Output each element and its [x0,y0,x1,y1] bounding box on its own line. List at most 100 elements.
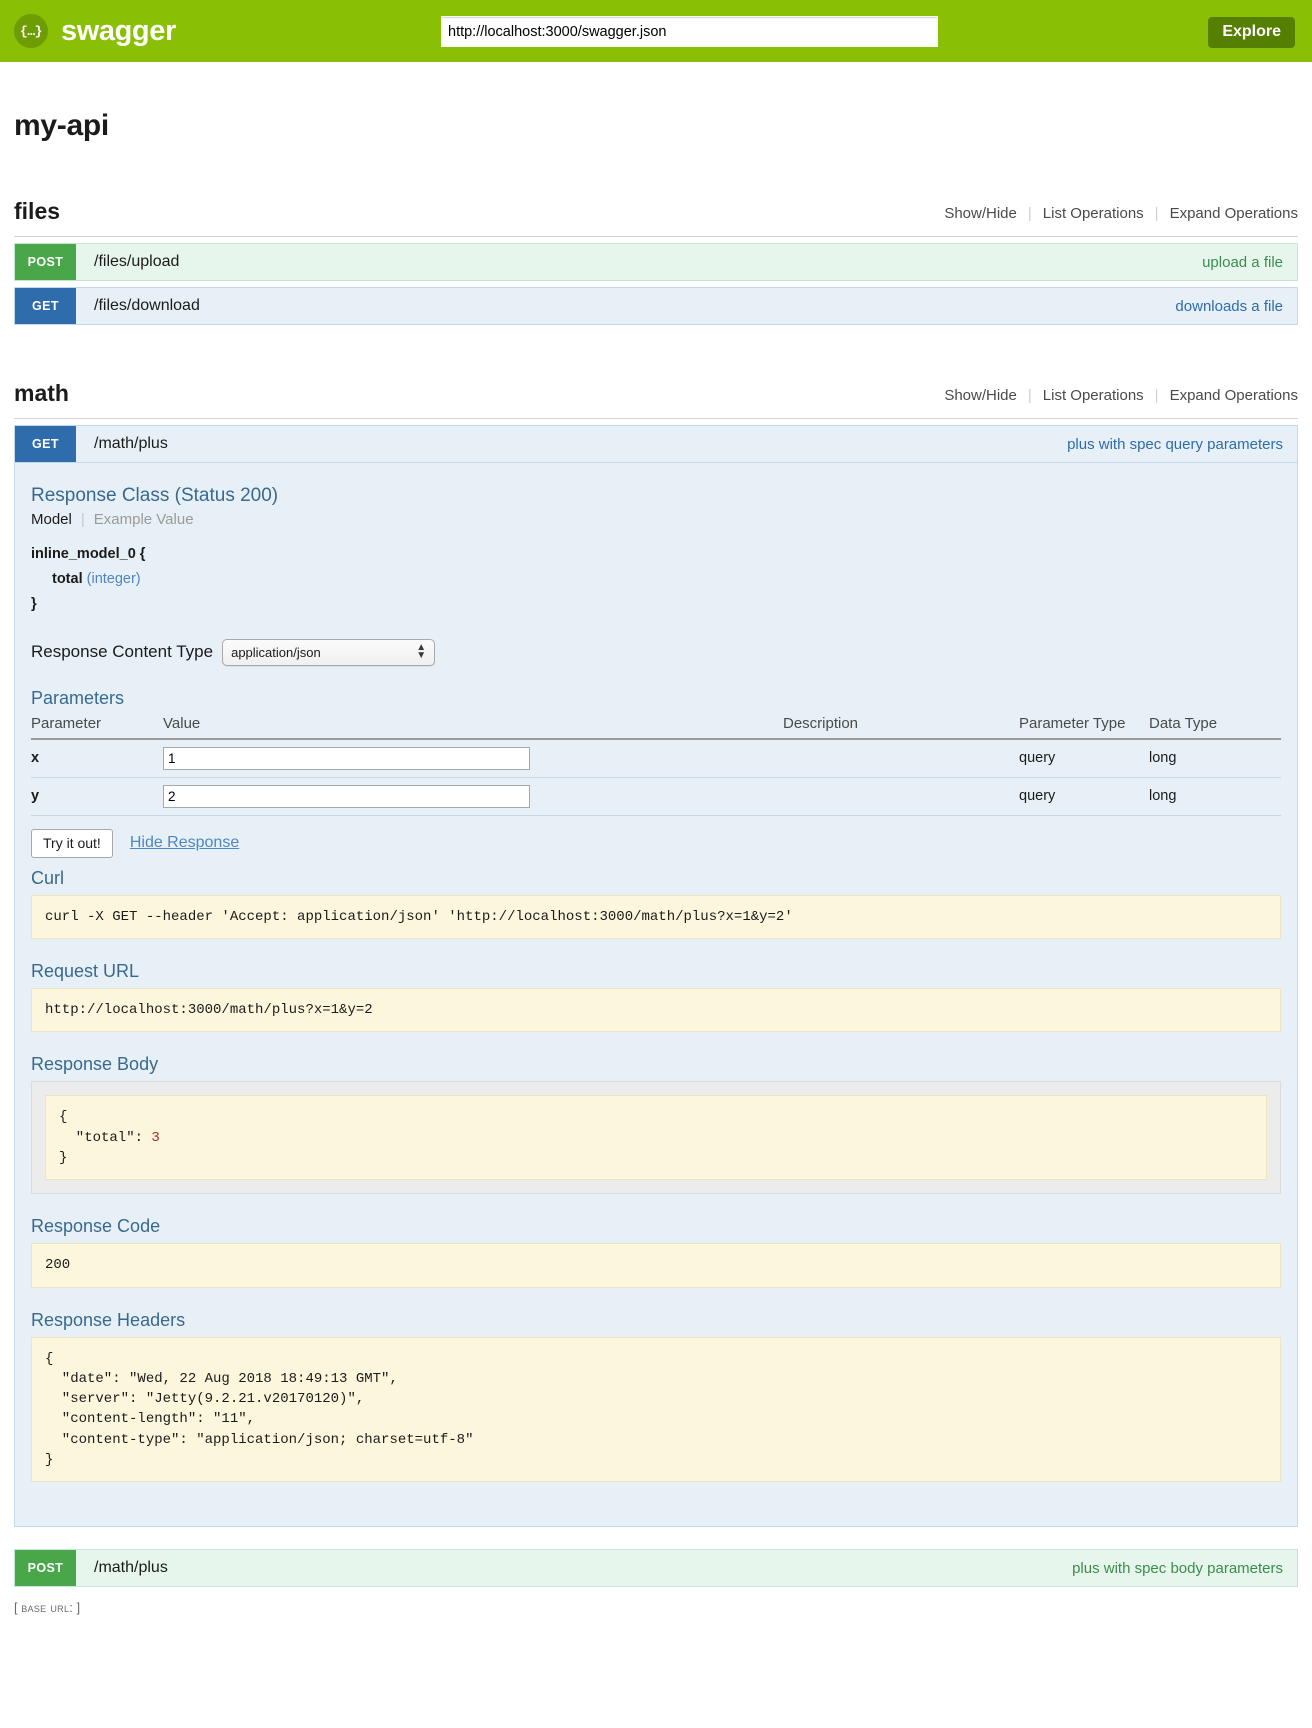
param-data-type-x: long [1149,738,1281,778]
footer-colon: : [69,1600,73,1616]
parameters-table: Parameter Value Description Parameter Ty… [31,712,1281,816]
expand-operations-link-math[interactable]: Expand Operations [1169,387,1298,404]
operation-summary[interactable]: plus with spec query parameters [1067,435,1283,453]
list-operations-link-math[interactable]: List Operations [1042,387,1144,404]
footer-close-bracket: ] [76,1600,81,1616]
tab-example-value[interactable]: Example Value [93,511,194,528]
table-row: x query long [31,738,1281,778]
response-headers-value: { "date": "Wed, 22 Aug 2018 18:49:13 GMT… [31,1336,1281,1483]
table-header-row: Parameter Value Description Parameter Ty… [31,712,1281,740]
column-header-value: Value [163,712,783,740]
column-header-parameter: Parameter [31,712,163,740]
top-header-bar: {…} swagger Explore [0,0,1312,62]
method-badge-post: POST [15,1550,76,1587]
response-model: inline_model_0 { total (integer) } [31,542,1281,617]
brand-name: swagger [61,14,176,47]
endpoint-post-files-upload: POST /files/upload upload a file [14,243,1298,281]
explore-button[interactable]: Explore [1208,17,1295,48]
response-body-wrapper: { "total": 3 } [31,1081,1281,1195]
show-hide-link-math[interactable]: Show/Hide [944,387,1017,404]
expand-operations-link-files[interactable]: Expand Operations [1169,205,1298,222]
try-it-out-button[interactable]: Try it out! [31,828,113,858]
operation-path[interactable]: /files/upload [94,253,180,270]
chevron-updown-icon: ▲ ▼ [416,642,427,662]
method-badge-get: GET [15,288,76,324]
resource-name-math[interactable]: math [14,380,69,406]
model-open: inline_model_0 { [31,546,146,562]
model-field-type: (integer) [86,570,141,587]
operation-path[interactable]: /math/plus [94,1559,168,1577]
tab-model[interactable]: Model [31,511,72,528]
column-header-description: Description [783,712,1019,740]
method-badge-post: POST [15,244,76,280]
response-content-type-value: application/json [231,644,321,660]
param-description-y [783,777,1019,816]
resource-ops-links-math: Show/Hide | List Operations | Expand Ope… [933,387,1298,407]
ops-divider: | [1154,387,1159,404]
param-input-x[interactable] [163,746,530,770]
response-body-value: { "total": 3 } [45,1095,1267,1181]
json-key-total: "total": [59,1129,152,1146]
curl-command: curl -X GET --header 'Accept: applicatio… [31,894,1281,940]
model-tabs: Model | Example Value [31,511,1281,528]
list-operations-link-files[interactable]: List Operations [1042,205,1144,222]
operation-row[interactable]: POST /files/upload upload a file [14,243,1298,281]
ops-divider: | [1154,205,1159,222]
model-field-name: total [52,570,83,587]
resource-header-math: math Show/Hide | List Operations | Expan… [14,380,1298,412]
endpoint-post-math-plus: POST /math/plus plus with spec body para… [14,1549,1298,1588]
model-close: } [31,595,37,612]
param-name-x: x [31,738,163,778]
param-type-x: query [1019,738,1149,778]
json-open-brace: { [59,1109,68,1126]
operation-row[interactable]: GET /math/plus plus with spec query para… [14,425,1298,463]
parameters-title: Parameters [31,687,125,708]
operation-path[interactable]: /math/plus [94,435,168,452]
endpoint-get-files-download: GET /files/download downloads a file [14,287,1298,325]
curl-title: Curl [31,867,65,888]
brand: {…} swagger [14,14,176,48]
endpoint-get-math-plus: GET /math/plus plus with spec query para… [14,425,1298,1528]
resource-name-files[interactable]: files [14,198,61,224]
spec-url-wrapper [441,16,938,47]
operation-row[interactable]: GET /files/download downloads a file [14,287,1298,325]
ops-divider: | [1027,205,1032,222]
param-value-cell-x [163,738,783,778]
hide-response-link[interactable]: Hide Response [129,834,240,852]
api-title: my-api [14,109,109,142]
model-field: total (integer) [31,567,1281,592]
response-class-title: Response Class (Status 200) [31,485,279,506]
operation-row[interactable]: POST /math/plus plus with spec body para… [14,1549,1298,1588]
response-content-type-label: Response Content Type [31,642,214,662]
operation-actions: Try it out! Hide Response [31,828,1281,858]
param-description-x [783,738,1019,778]
param-value-cell-y [163,777,783,816]
spec-url-input[interactable] [441,16,938,47]
operation-summary[interactable]: downloads a file [1175,297,1283,315]
json-value-total: 3 [151,1129,160,1146]
resource-ops-links-files: Show/Hide | List Operations | Expand Ope… [933,205,1298,225]
resource-divider [14,236,1298,237]
table-row: y query long [31,777,1281,816]
response-code-title: Response Code [31,1216,161,1237]
column-header-parameter-type: Parameter Type [1019,712,1149,740]
json-close-brace: } [59,1150,68,1166]
operation-summary[interactable]: upload a file [1202,253,1283,271]
operation-summary[interactable]: plus with spec body parameters [1072,1559,1283,1577]
response-headers-title: Response Headers [31,1309,186,1330]
show-hide-link-files[interactable]: Show/Hide [944,205,1017,222]
param-type-y: query [1019,777,1149,816]
response-content-type-row: Response Content Type application/json ▲… [31,638,1281,666]
request-url-title: Request URL [31,961,140,982]
request-url-value: http://localhost:3000/math/plus?x=1&y=2 [31,988,1281,1033]
response-code-value: 200 [31,1243,1281,1288]
operation-path[interactable]: /files/download [94,297,200,314]
footer-base-url: [ BASE URL: ] [0,1587,1312,1639]
response-content-type-select[interactable]: application/json ▲ ▼ [222,638,436,666]
operation-details-panel: Response Class (Status 200) Model | Exam… [14,463,1298,1528]
param-name-y: y [31,777,163,816]
tab-divider: | [80,511,85,528]
footer-base-url-label: BASE URL [21,1600,70,1616]
ops-divider: | [1027,387,1032,404]
param-input-y[interactable] [163,784,530,808]
